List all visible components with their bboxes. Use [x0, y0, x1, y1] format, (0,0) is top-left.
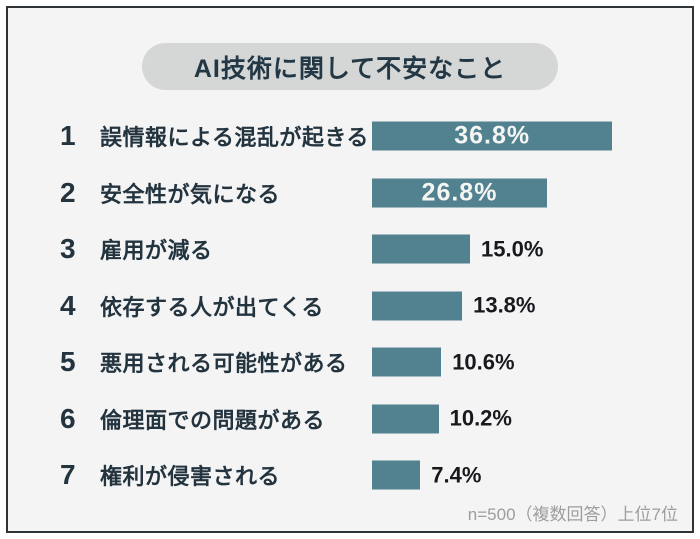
value-label-inside: 36.8%: [454, 121, 531, 150]
bar-cell: 10.2%: [372, 404, 512, 434]
item-label: 権利が侵害される: [100, 464, 281, 490]
rank-number: 2: [60, 176, 76, 208]
ranking-row: 7 権利が侵害される 7.4%: [8, 447, 692, 504]
bar-cell: 13.8%: [372, 291, 536, 321]
ranking-row: 1 誤情報による混乱が起きる 36.8%: [8, 108, 692, 165]
bar-cell: 26.8%: [372, 178, 547, 208]
bar-cell: 7.4%: [372, 460, 482, 490]
item-label: 悪用される可能性がある: [100, 351, 348, 377]
bar-cell: 36.8%: [372, 121, 613, 151]
bar: 36.8%: [372, 121, 613, 151]
bar: [372, 460, 421, 490]
chart-panel: AI技術に関して不安なこと 1 誤情報による混乱が起きる 36.8% 2 安全性…: [6, 6, 694, 533]
ranking-row: 5 悪用される可能性がある 10.6%: [8, 334, 692, 391]
bar: [372, 347, 442, 377]
item-label: 安全性が気になる: [100, 181, 281, 207]
value-label-inside: 26.8%: [421, 178, 498, 207]
ranking-row: 4 依存する人が出てくる 13.8%: [8, 278, 692, 335]
ranking-row: 3 雇用が減る 15.0%: [8, 221, 692, 278]
item-label: 誤情報による混乱が起きる: [100, 125, 369, 151]
rank-number: 3: [60, 233, 76, 265]
rank-number: 4: [60, 289, 76, 321]
value-label-outside: 10.6%: [452, 349, 515, 375]
bar-cell: 10.6%: [372, 347, 515, 377]
rank-number: 7: [60, 459, 76, 491]
bar-cell: 15.0%: [372, 234, 544, 264]
bar: 26.8%: [372, 178, 547, 208]
item-label: 依存する人が出てくる: [100, 294, 324, 320]
ranking-row: 6 倫理面での問題がある 10.2%: [8, 391, 692, 448]
bar: [372, 404, 439, 434]
bar: [372, 234, 470, 264]
sample-size-note: n=500（複数回答）上位7位: [467, 505, 678, 524]
bar: [372, 291, 463, 321]
ranking-list: 1 誤情報による混乱が起きる 36.8% 2 安全性が気になる 26.8% 3 …: [8, 108, 692, 504]
value-label-outside: 15.0%: [481, 236, 544, 262]
item-label: 倫理面での問題がある: [100, 407, 326, 433]
rank-number: 6: [60, 402, 76, 434]
title-pill: AI技術に関して不安なこと: [142, 43, 558, 90]
item-label: 雇用が減る: [100, 238, 213, 264]
value-label-outside: 7.4%: [431, 462, 482, 488]
rank-number: 5: [60, 346, 76, 378]
value-label-outside: 13.8%: [473, 292, 536, 318]
rank-number: 1: [60, 120, 76, 152]
ranking-row: 2 安全性が気になる 26.8%: [8, 165, 692, 222]
value-label-outside: 10.2%: [449, 405, 512, 431]
chart-title: AI技術に関して不安なこと: [193, 54, 507, 83]
